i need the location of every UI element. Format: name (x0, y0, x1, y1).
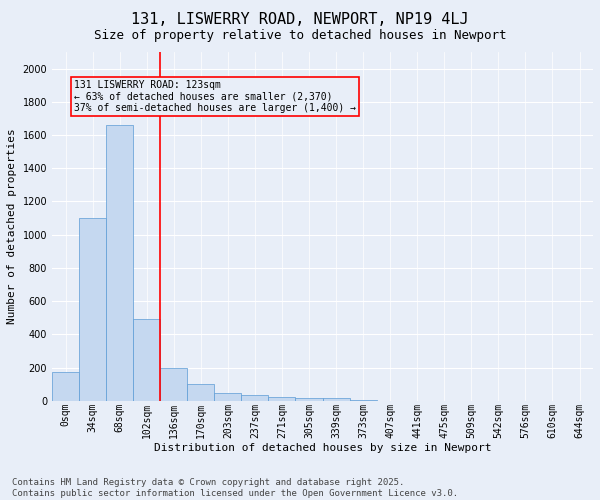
Bar (106, 125, 133, 401)
X-axis label: Distribution of detached houses by size in Newport: Distribution of detached houses by size … (154, 443, 491, 453)
Bar (295, 398, 323, 401)
Bar (214, 394, 241, 401)
Bar (350, 400, 377, 401)
Bar (187, 384, 214, 401)
Bar (133, 320, 160, 401)
Bar (268, 396, 295, 401)
Text: Size of property relative to detached houses in Newport: Size of property relative to detached ho… (94, 29, 506, 42)
Bar (160, 368, 187, 401)
Text: 131 LISWERRY ROAD: 123sqm
← 63% of detached houses are smaller (2,370)
37% of se: 131 LISWERRY ROAD: 123sqm ← 63% of detac… (74, 80, 356, 114)
Text: 131, LISWERRY ROAD, NEWPORT, NP19 4LJ: 131, LISWERRY ROAD, NEWPORT, NP19 4LJ (131, 12, 469, 28)
Bar (79, 218, 106, 401)
Bar (241, 395, 268, 401)
Text: Contains HM Land Registry data © Crown copyright and database right 2025.
Contai: Contains HM Land Registry data © Crown c… (12, 478, 458, 498)
Bar (323, 398, 350, 401)
Y-axis label: Number of detached properties: Number of detached properties (7, 128, 17, 324)
Bar (52, 372, 79, 401)
